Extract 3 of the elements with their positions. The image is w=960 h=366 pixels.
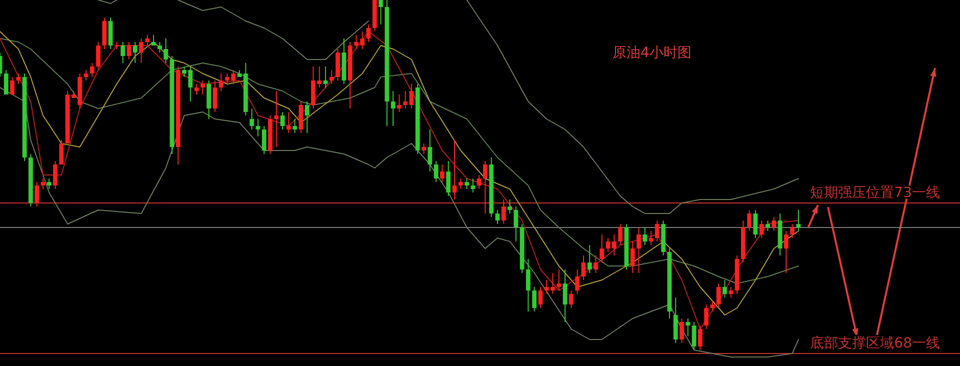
- ref-line: 底部支撑区域68一线: [0, 336, 960, 354]
- ref-line-label: 底部支撑区域68一线: [810, 336, 940, 352]
- text: 原油4小时图: [612, 45, 692, 61]
